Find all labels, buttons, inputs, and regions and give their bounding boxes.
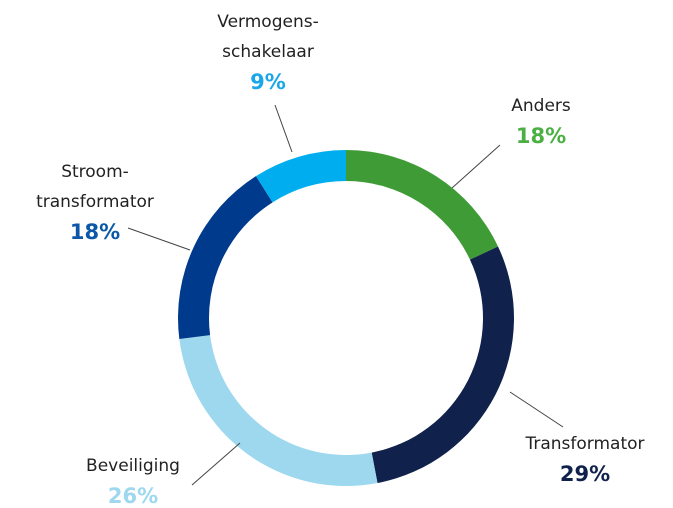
donut-slice xyxy=(346,150,499,260)
slice-label: Transformator xyxy=(524,434,644,454)
value-label: 29% xyxy=(560,462,610,486)
leader-line xyxy=(191,442,241,486)
slice-label: Beveiliging xyxy=(86,456,180,476)
slice-label: schakelaar xyxy=(222,42,314,62)
donut-slice xyxy=(255,150,346,203)
leader-line xyxy=(451,144,501,189)
slice-label: Anders xyxy=(511,96,571,116)
donut-slice xyxy=(179,335,378,486)
value-label: 18% xyxy=(70,220,120,244)
donut-slice xyxy=(371,246,514,484)
value-label: 18% xyxy=(516,124,566,148)
value-label: 9% xyxy=(250,70,286,94)
leader-line xyxy=(127,227,191,251)
slice-label: Stroom- xyxy=(61,162,129,182)
leader-line xyxy=(274,104,293,153)
slice-label: Vermogens- xyxy=(217,12,318,32)
donut-slice xyxy=(178,176,273,340)
leader-line xyxy=(509,391,564,428)
value-label: 26% xyxy=(108,484,158,508)
slice-label: transformator xyxy=(36,192,154,212)
